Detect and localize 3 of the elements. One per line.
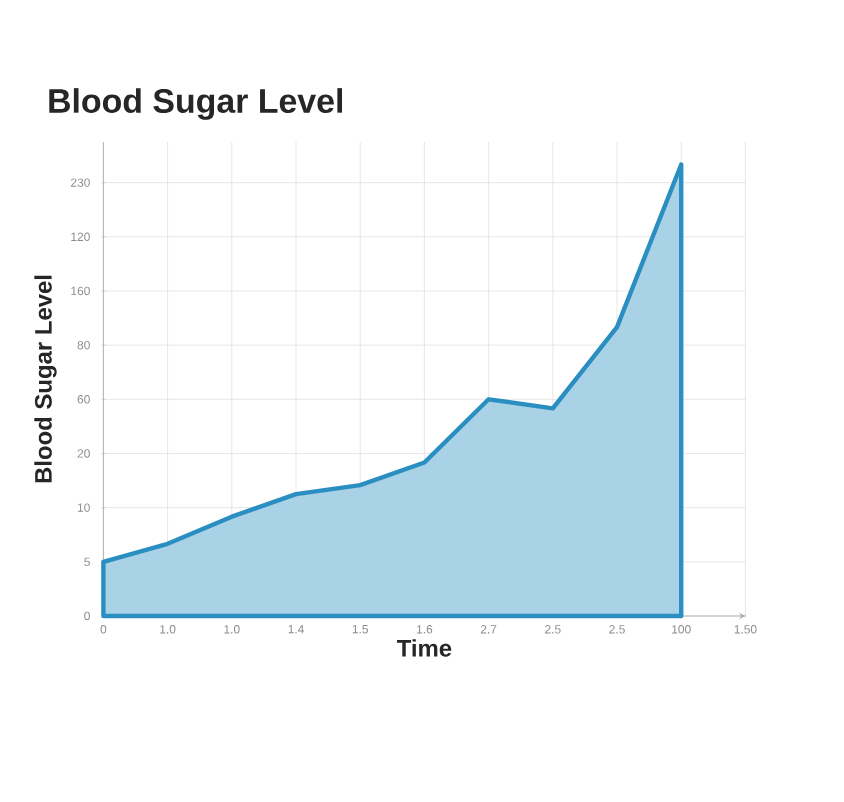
x-axis-title: Time	[397, 639, 452, 657]
chart-title: Blood Sugar Level	[49, 88, 342, 120]
y-axis-title: Blood Sugar Level	[34, 275, 57, 483]
